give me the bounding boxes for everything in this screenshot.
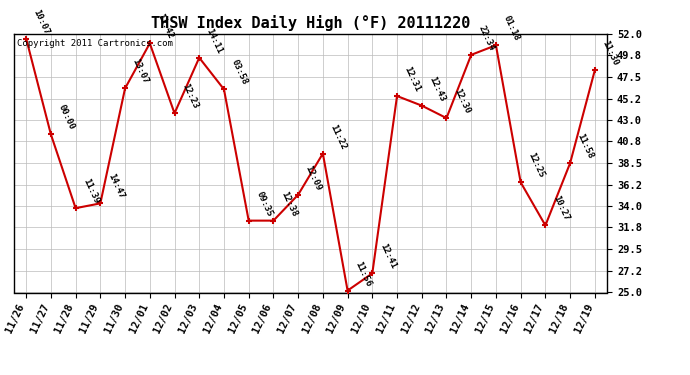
Text: 10:07: 10:07 — [32, 8, 51, 36]
Text: 12:09: 12:09 — [304, 164, 323, 192]
Text: 12:38: 12:38 — [279, 190, 299, 218]
Text: 22:34: 22:34 — [477, 24, 496, 52]
Text: 01:18: 01:18 — [502, 14, 521, 42]
Text: 10:27: 10:27 — [551, 195, 571, 223]
Title: THSW Index Daily High (°F) 20111220: THSW Index Daily High (°F) 20111220 — [151, 15, 470, 31]
Text: 11:39: 11:39 — [81, 177, 101, 206]
Text: 11:22: 11:22 — [328, 123, 348, 151]
Text: 12:25: 12:25 — [526, 152, 546, 180]
Text: 14:47: 14:47 — [106, 172, 126, 201]
Text: 11:56: 11:56 — [353, 260, 373, 288]
Text: 14:11: 14:11 — [205, 27, 224, 55]
Text: 12:43: 12:43 — [427, 75, 447, 103]
Text: 12:41: 12:41 — [378, 242, 397, 270]
Text: 00:00: 00:00 — [57, 104, 76, 132]
Text: Copyright 2011 Cartronics.com: Copyright 2011 Cartronics.com — [17, 39, 172, 48]
Text: 13:07: 13:07 — [130, 57, 150, 86]
Text: 11:58: 11:58 — [575, 132, 595, 160]
Text: 09:35: 09:35 — [254, 190, 274, 218]
Text: 11:42: 11:42 — [155, 12, 175, 40]
Text: 12:31: 12:31 — [402, 65, 422, 93]
Text: 12:30: 12:30 — [452, 87, 471, 115]
Text: 12:23: 12:23 — [180, 82, 199, 111]
Text: 03:58: 03:58 — [230, 58, 249, 87]
Text: 11:30: 11:30 — [600, 39, 620, 68]
